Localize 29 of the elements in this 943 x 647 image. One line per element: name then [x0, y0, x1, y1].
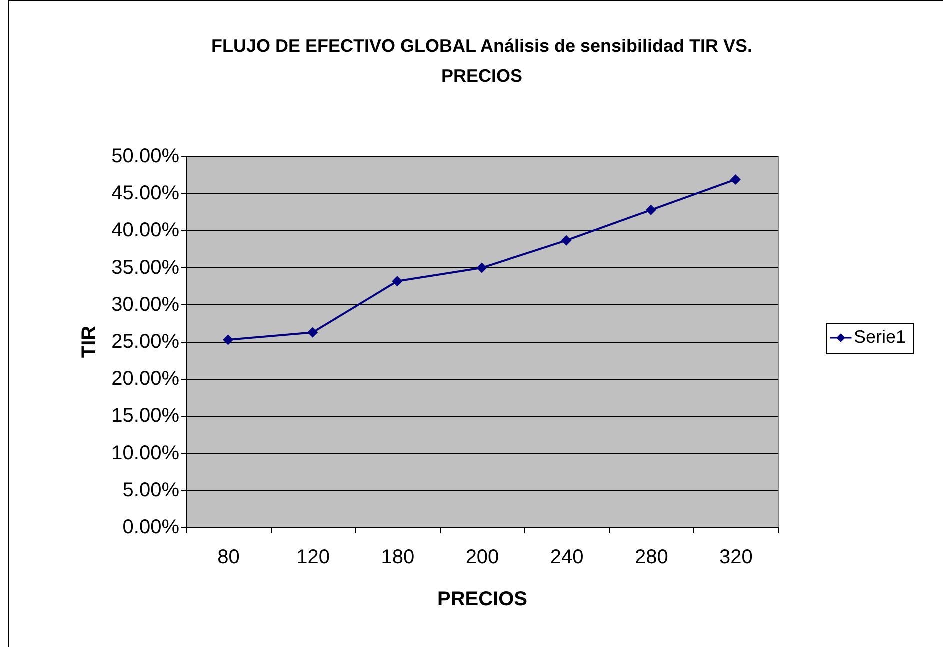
chart-title: FLUJO DE EFECTIVO GLOBAL Análisis de sensibilidad TIR VS. PRECIOS — [211, 36, 753, 86]
y-tick-label: 35.00% — [112, 256, 180, 279]
y-tick-label: 10.00% — [112, 442, 180, 464]
y-tick-label: 50.00% — [112, 146, 180, 168]
y-tick-label: 5.00% — [122, 479, 180, 502]
x-tick-label: 320 — [720, 546, 753, 568]
y-tick-label: 0.00% — [122, 516, 180, 538]
x-tick-label: 240 — [550, 546, 584, 568]
y-tick-label: 20.00% — [112, 368, 180, 390]
point — [476, 262, 488, 274]
point — [223, 334, 234, 346]
y-tick-label: 40.00% — [112, 220, 180, 242]
x-tick-label: 200 — [466, 546, 500, 568]
x-tick-label: 180 — [381, 546, 415, 568]
y-tick-label: 15.00% — [112, 405, 180, 428]
y-tick-label: 45.00% — [112, 182, 180, 205]
point — [730, 174, 741, 185]
y-tick-label: 25.00% — [112, 331, 180, 353]
point — [392, 276, 403, 287]
y-tick-label: 30.00% — [112, 294, 180, 316]
point — [646, 204, 656, 216]
x-tick-label: 120 — [296, 546, 330, 568]
legend-label: Serie1 — [854, 327, 906, 347]
point — [561, 235, 572, 246]
x-tick-label: 80 — [218, 546, 240, 568]
x-axis-title: PRECIOS — [437, 588, 528, 610]
y-axis-title: TIR — [78, 325, 101, 358]
x-tick-label: 280 — [634, 546, 668, 568]
point — [308, 327, 318, 338]
